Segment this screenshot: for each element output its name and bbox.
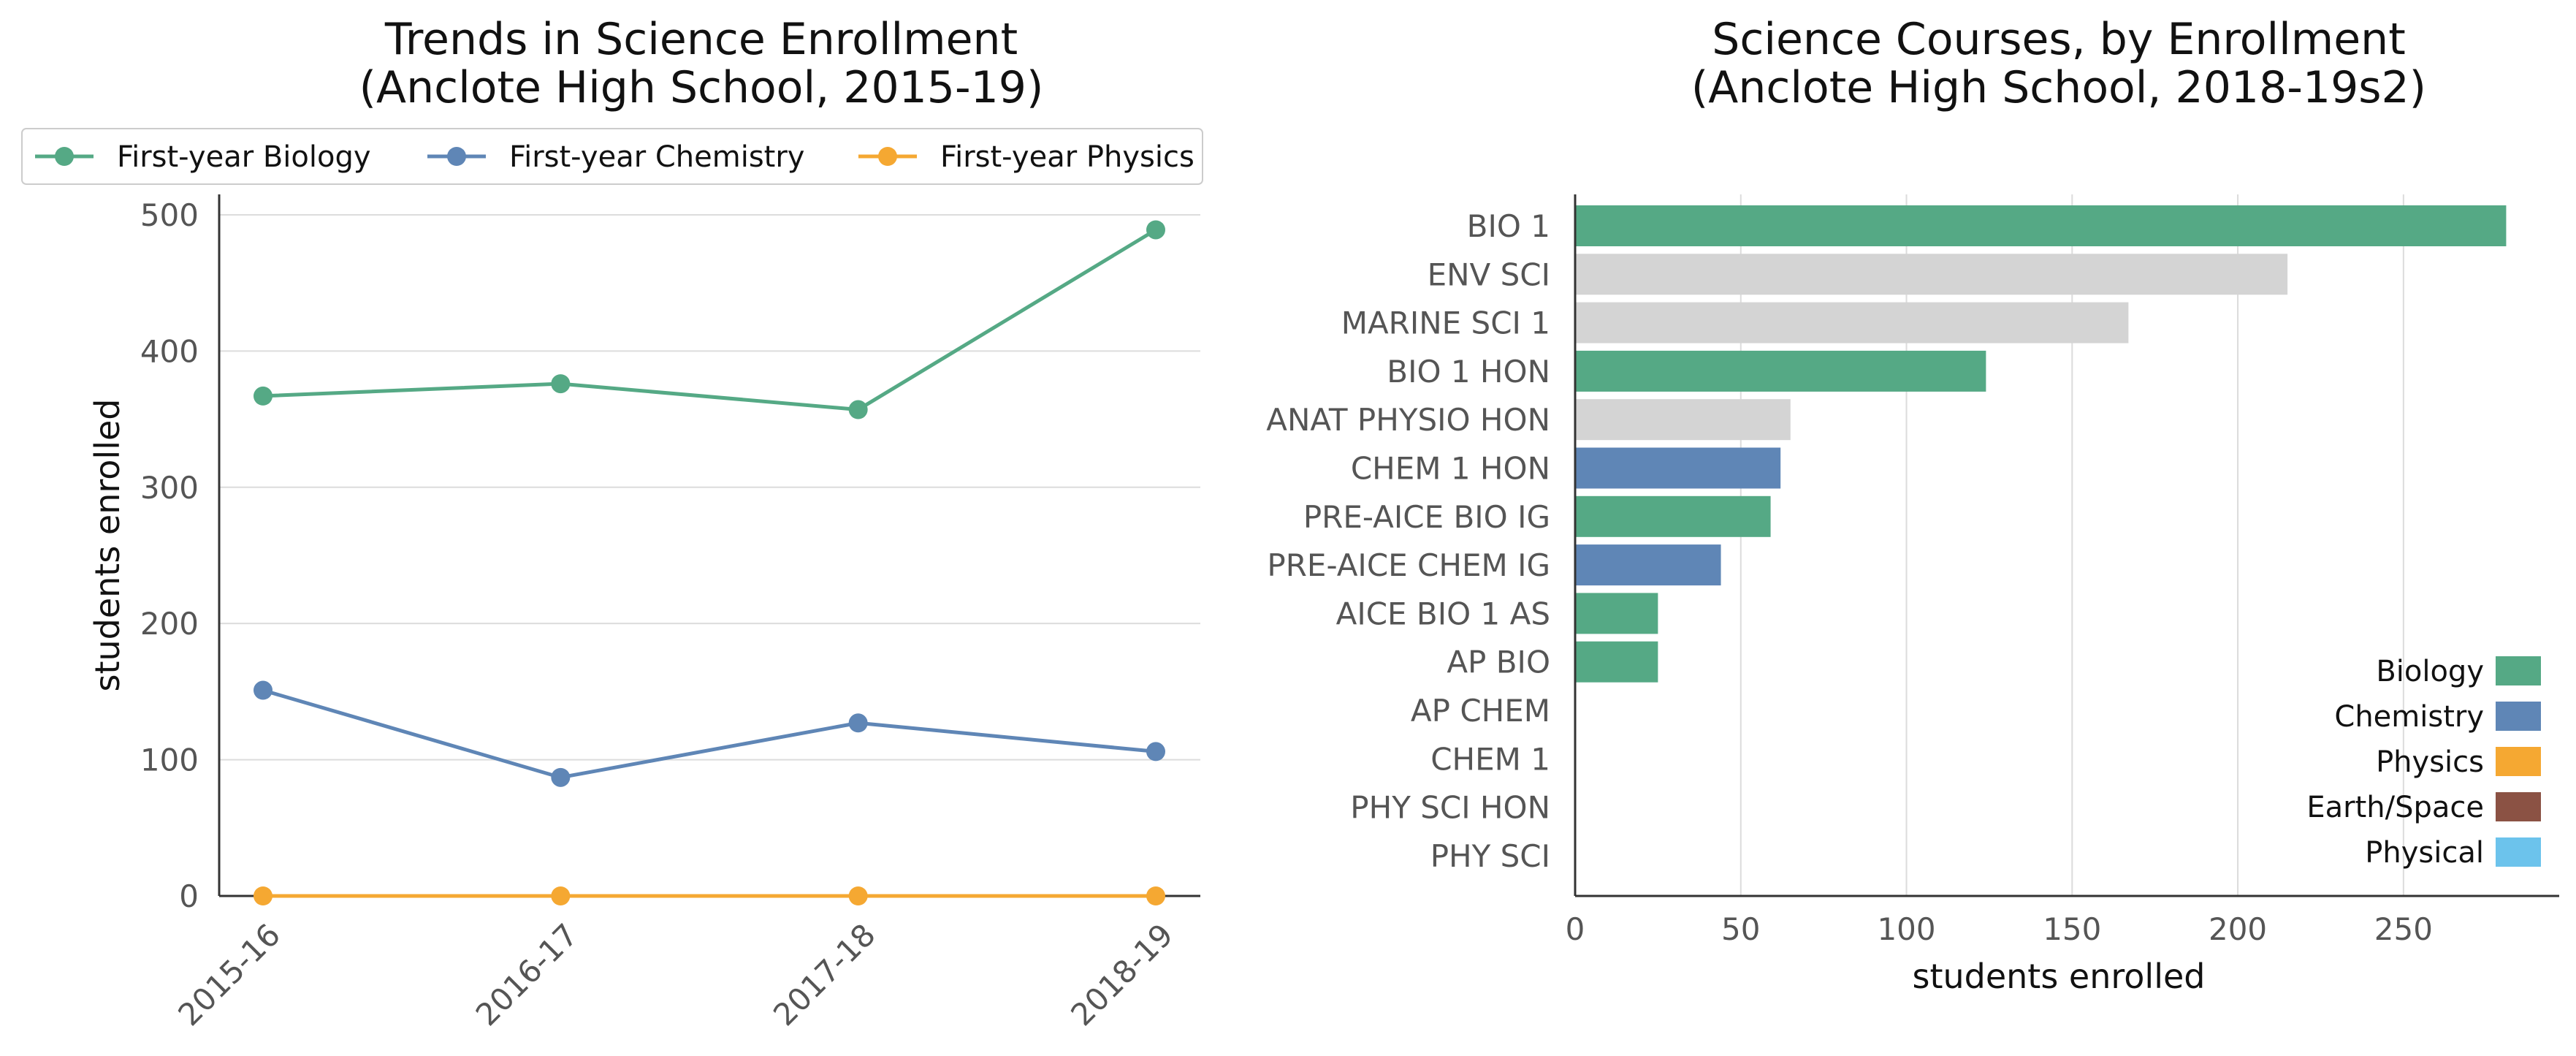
- category-label: ENV SCI: [1428, 257, 1550, 292]
- x-tick-label: 0: [1566, 911, 1585, 947]
- x-tick-label: 2018-19: [1064, 916, 1180, 1033]
- x-tick-label: 2016-17: [469, 916, 585, 1033]
- category-label: CHEM 1 HON: [1351, 451, 1550, 487]
- legend: First-year Biology First-year Chemistry Fi…: [21, 128, 1203, 185]
- bar: [1575, 447, 1781, 489]
- x-tick-label: 250: [2374, 911, 2433, 947]
- data-point: [254, 386, 273, 406]
- legend-label: Biology: [2376, 655, 2484, 688]
- legend-swatch: [2496, 837, 2541, 867]
- y-tick-label: 300: [140, 470, 199, 506]
- y-axis-label: students enrolled: [88, 399, 127, 692]
- legend-label: Physics: [2376, 745, 2484, 779]
- data-point: [1146, 220, 1165, 240]
- category-label: BIO 1: [1467, 208, 1550, 244]
- legend-swatch: [2496, 702, 2541, 731]
- x-tick-label: 150: [2043, 911, 2101, 947]
- series-line: [262, 688, 1156, 780]
- data-point: [848, 713, 868, 733]
- category-label: PHY SCI: [1430, 838, 1550, 874]
- y-tick-label: 400: [140, 333, 199, 369]
- legend-swatch-marker: [447, 147, 466, 166]
- legend-label: Physical: [2365, 836, 2484, 870]
- category-label: CHEM 1: [1430, 741, 1550, 777]
- x-tick-label: 2017-18: [766, 916, 883, 1033]
- data-point: [848, 400, 868, 419]
- legend-label: First-year Chemistry: [509, 140, 804, 174]
- bar: [1575, 254, 2288, 295]
- category-label: PRE-AICE BIO IG: [1303, 499, 1550, 535]
- category-label: BIO 1 HON: [1387, 354, 1550, 390]
- bar-chart: Science Courses, by Enrollment(Anclote H…: [1266, 14, 2559, 996]
- data-point: [254, 886, 273, 905]
- x-tick-label: 100: [1877, 911, 1935, 947]
- category-label: MARINE SCI 1: [1341, 305, 1550, 341]
- legend-swatch: [2496, 747, 2541, 776]
- data-point: [1146, 742, 1165, 761]
- category-label: ANAT PHYSIO HON: [1266, 402, 1550, 438]
- bar: [1575, 302, 2129, 343]
- bar: [1575, 544, 1721, 586]
- x-tick-label: 2015-16: [171, 916, 287, 1033]
- category-label: AICE BIO 1 AS: [1336, 596, 1550, 631]
- y-tick-label: 200: [140, 606, 199, 642]
- bar: [1575, 399, 1791, 441]
- legend-swatch-marker: [55, 147, 74, 166]
- data-point: [1146, 886, 1165, 905]
- y-tick-label: 500: [140, 197, 199, 233]
- legend-swatch: [2496, 656, 2541, 685]
- data-point: [551, 767, 571, 787]
- data-point: [848, 886, 868, 905]
- y-tick-label: 100: [140, 742, 199, 778]
- chart-title: Trends in Science Enrollment: [384, 14, 1018, 65]
- data-point: [551, 374, 571, 394]
- x-axis-label: students enrolled: [1913, 957, 2206, 996]
- bar: [1575, 205, 2507, 246]
- legend-swatch-marker: [878, 147, 897, 166]
- line-chart: Trends in Science Enrollment(Anclote Hig…: [21, 14, 1203, 1033]
- category-label: AP BIO: [1447, 645, 1550, 680]
- legend-swatch: [2496, 792, 2541, 821]
- bar: [1575, 495, 1771, 537]
- legend: Biology Chemistry Physics Earth/Space Physic…: [2306, 655, 2541, 870]
- x-tick-label: 50: [1721, 911, 1760, 947]
- bar: [1575, 593, 1658, 634]
- data-point: [254, 680, 273, 700]
- chart-subtitle: (Anclote High School, 2015-19): [359, 62, 1044, 113]
- legend-label: Chemistry: [2334, 700, 2484, 734]
- legend-box: [21, 128, 1203, 185]
- chart-title: Science Courses, by Enrollment: [1712, 14, 2405, 65]
- category-label: PRE-AICE CHEM IG: [1267, 547, 1550, 583]
- series-line: [262, 228, 1157, 412]
- data-point: [551, 886, 571, 905]
- chart-subtitle: (Anclote High School, 2018-19s2): [1691, 62, 2426, 113]
- category-label: PHY SCI HON: [1350, 790, 1550, 826]
- category-label: AP CHEM: [1411, 693, 1550, 729]
- x-tick-label: 200: [2209, 911, 2267, 947]
- legend-label: Earth/Space: [2306, 791, 2484, 824]
- bar: [1575, 641, 1658, 683]
- legend-label: First-year Physics: [940, 140, 1194, 174]
- legend-label: First-year Biology: [117, 140, 371, 174]
- y-tick-label: 0: [179, 878, 199, 914]
- bar: [1575, 350, 1986, 392]
